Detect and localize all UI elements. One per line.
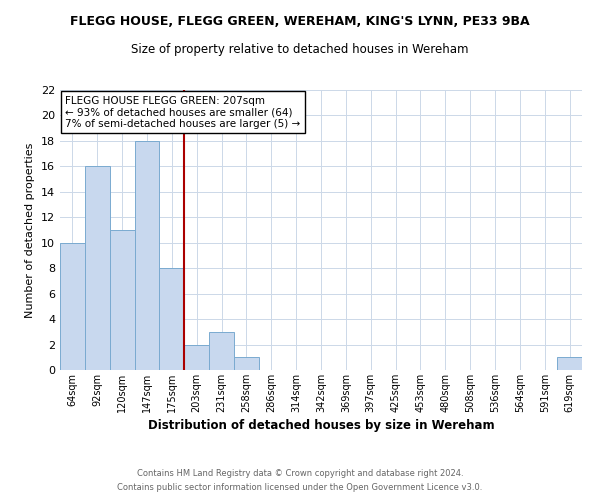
- X-axis label: Distribution of detached houses by size in Wereham: Distribution of detached houses by size …: [148, 419, 494, 432]
- Text: Contains public sector information licensed under the Open Government Licence v3: Contains public sector information licen…: [118, 484, 482, 492]
- Text: Size of property relative to detached houses in Wereham: Size of property relative to detached ho…: [131, 42, 469, 56]
- Text: FLEGG HOUSE, FLEGG GREEN, WEREHAM, KING'S LYNN, PE33 9BA: FLEGG HOUSE, FLEGG GREEN, WEREHAM, KING'…: [70, 15, 530, 28]
- Y-axis label: Number of detached properties: Number of detached properties: [25, 142, 35, 318]
- Bar: [160, 268, 184, 370]
- Bar: [110, 230, 134, 370]
- Bar: [60, 242, 85, 370]
- Text: Contains HM Land Registry data © Crown copyright and database right 2024.: Contains HM Land Registry data © Crown c…: [137, 468, 463, 477]
- Bar: [85, 166, 110, 370]
- Bar: [557, 358, 582, 370]
- Bar: [134, 141, 160, 370]
- Bar: [234, 358, 259, 370]
- Text: FLEGG HOUSE FLEGG GREEN: 207sqm
← 93% of detached houses are smaller (64)
7% of : FLEGG HOUSE FLEGG GREEN: 207sqm ← 93% of…: [65, 96, 301, 129]
- Bar: [209, 332, 234, 370]
- Bar: [184, 344, 209, 370]
